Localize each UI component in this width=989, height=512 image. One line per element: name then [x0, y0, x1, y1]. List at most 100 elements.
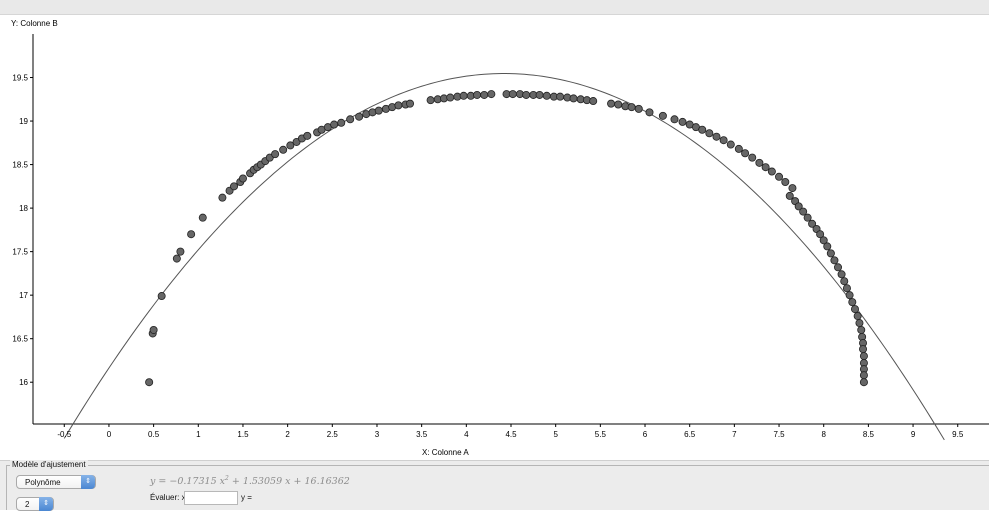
evaluate-x-input[interactable]: [184, 491, 238, 505]
data-point: [670, 115, 679, 124]
data-point: [698, 125, 707, 134]
data-point: [845, 291, 854, 300]
x-tick-label: 2.5: [327, 430, 339, 439]
x-tick-label: 0.5: [148, 430, 160, 439]
data-point: [198, 213, 207, 222]
data-point: [719, 136, 728, 145]
data-point: [781, 177, 790, 186]
data-point: [286, 141, 295, 150]
x-tick-label: 0: [107, 430, 112, 439]
x-tick-label: 2: [285, 430, 290, 439]
y-tick-label: 16.5: [12, 335, 28, 344]
degree-value: 2: [25, 500, 30, 509]
x-tick-label: 7.5: [773, 430, 785, 439]
degree-select[interactable]: 2 ⇕: [16, 497, 54, 511]
model-type-select[interactable]: Polynôme ⇕: [16, 475, 96, 489]
fit-equation: y = −0.17315 x2 + 1.53059 x + 16.16362: [150, 475, 350, 487]
data-point: [830, 256, 839, 265]
data-point: [837, 270, 846, 279]
data-point: [303, 131, 312, 140]
data-point: [446, 93, 455, 102]
data-point: [271, 150, 280, 159]
x-tick-label: 6: [643, 430, 648, 439]
scatter-plot: -0.5 0 0.5 1 1.5 2 2.5 3 3.5 4 4.5 5 5.5 6 6.5 7 7.5 8 8.5…: [12, 34, 989, 441]
data-point: [473, 90, 482, 99]
data-point: [238, 174, 247, 183]
data-point: [859, 371, 868, 380]
data-point: [230, 182, 239, 191]
equation-exponent: 2: [225, 475, 229, 482]
data-point: [355, 112, 364, 121]
data-point: [850, 305, 859, 314]
y-tick-label: 16: [19, 378, 28, 387]
data-point: [712, 132, 721, 141]
data-point: [859, 352, 868, 361]
data-point: [775, 172, 784, 181]
x-tick-label: 3.5: [416, 430, 428, 439]
data-point: [149, 325, 158, 334]
data-point: [589, 97, 598, 106]
data-point: [145, 378, 154, 387]
x-tick-label: 1: [196, 430, 201, 439]
data-point: [330, 120, 339, 129]
data-point: [346, 115, 355, 124]
y-tick-label: 17.5: [12, 248, 28, 257]
data-point: [761, 163, 770, 172]
data-point: [840, 277, 849, 286]
data-point: [823, 242, 832, 251]
data-point: [819, 236, 828, 245]
y-tick-label: 18.5: [12, 161, 28, 170]
data-point: [406, 99, 415, 108]
data-point: [426, 96, 435, 105]
x-tick-label: 9: [911, 430, 916, 439]
x-tick-label: 9.5: [952, 430, 964, 439]
data-point: [748, 153, 757, 162]
data-point: [834, 263, 843, 272]
x-axis-title: X: Colonne A: [422, 448, 469, 457]
y-tick-label: 17: [19, 291, 28, 300]
x-tick-label: 4: [464, 430, 469, 439]
data-point: [853, 312, 862, 321]
data-point: [522, 90, 531, 99]
data-point: [767, 167, 776, 176]
data-point: [645, 108, 654, 117]
x-tick-label: 1.5: [237, 430, 249, 439]
data-point: [658, 111, 667, 120]
x-tick-label: 3: [375, 430, 380, 439]
data-point: [741, 149, 750, 158]
data-point: [755, 158, 764, 167]
x-tick-label: 8.5: [863, 430, 875, 439]
equation-suffix: + 1.53059 x + 16.16362: [228, 476, 350, 488]
data-point: [218, 193, 227, 202]
data-point: [794, 202, 803, 211]
data-point: [788, 184, 797, 193]
data-point: [855, 319, 864, 328]
data-point: [187, 230, 196, 239]
x-tick-label: 6.5: [684, 430, 696, 439]
data-point: [480, 90, 489, 99]
data-point: [556, 92, 565, 101]
data-point: [569, 94, 578, 103]
data-point: [705, 129, 714, 138]
data-point: [678, 117, 687, 126]
data-point: [607, 99, 616, 108]
data-point: [459, 91, 468, 100]
data-point: [803, 213, 812, 222]
x-tick-label: 5: [553, 430, 558, 439]
y-axis-title: Y: Colonne B: [11, 19, 58, 28]
updown-arrow-icon: ⇕: [81, 475, 95, 489]
data-point: [808, 219, 817, 228]
y-tick-label: 19: [19, 117, 28, 126]
data-point: [857, 325, 866, 334]
data-point: [157, 292, 166, 301]
x-tick-label: 8: [821, 430, 826, 439]
model-panel: [0, 460, 989, 510]
y-tick-label: 19.5: [12, 74, 28, 83]
x-tick-label: 4.5: [505, 430, 517, 439]
data-point: [634, 104, 643, 113]
model-fieldset: [6, 465, 989, 510]
evaluate-label: Évaluer: x =: [150, 493, 193, 502]
data-point: [542, 91, 551, 100]
data-point: [176, 247, 185, 256]
data-point: [859, 345, 868, 354]
